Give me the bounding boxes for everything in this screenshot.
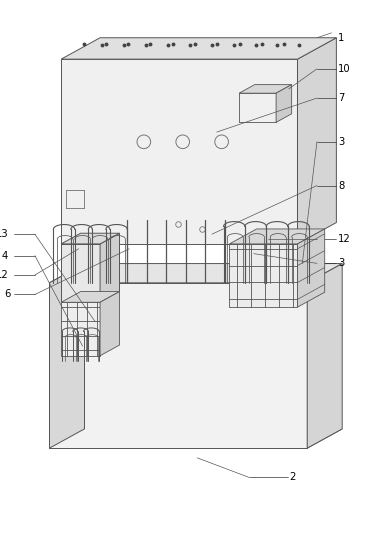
Polygon shape [298,38,336,244]
Polygon shape [276,85,292,122]
Polygon shape [61,244,100,302]
Polygon shape [100,291,119,356]
Text: 8: 8 [338,181,345,191]
Text: 3: 3 [338,258,345,268]
Polygon shape [50,283,307,448]
Polygon shape [50,264,342,283]
Polygon shape [61,59,298,244]
Text: 2: 2 [290,472,296,482]
Polygon shape [229,229,325,244]
Polygon shape [50,264,84,448]
Text: 6: 6 [4,289,10,300]
Polygon shape [50,429,342,448]
Text: 3: 3 [338,137,345,147]
Polygon shape [61,302,100,356]
Polygon shape [100,233,119,302]
Polygon shape [239,85,292,93]
Text: 7: 7 [338,93,345,103]
Text: 13: 13 [0,229,8,239]
Polygon shape [298,229,325,307]
Polygon shape [61,38,336,59]
Text: 1: 1 [338,33,345,43]
Polygon shape [61,233,119,244]
Polygon shape [307,264,342,448]
Text: 12: 12 [338,234,351,244]
Text: 12: 12 [0,270,9,280]
Text: 4: 4 [2,251,8,260]
Polygon shape [229,244,298,307]
Text: 10: 10 [338,64,351,74]
Polygon shape [61,291,119,302]
